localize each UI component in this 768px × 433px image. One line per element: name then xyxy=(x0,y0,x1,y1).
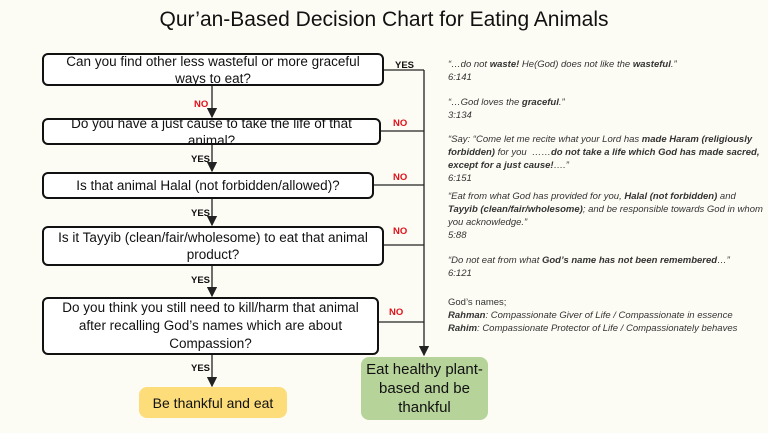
name-rahim: Rahim xyxy=(448,323,478,334)
quote-6-151: “Say: “Come let me recite what your Lord… xyxy=(448,133,766,185)
label-no-just-cause: NO xyxy=(393,118,408,129)
question-compassion: Do you think you still need to kill/harm… xyxy=(42,297,379,355)
quote-text: “…God loves the graceful.” xyxy=(448,97,565,108)
label-no-compassion: NO xyxy=(389,307,404,318)
quote-6-141: “…do not waste! He(God) does not like th… xyxy=(448,58,766,84)
question-halal: Is that animal Halal (not forbidden/allo… xyxy=(42,172,374,199)
question-waste: Can you find other less wasteful or more… xyxy=(42,53,384,86)
name-rahim-desc: : Compassionate Protector of Life / Comp… xyxy=(477,323,738,334)
quote-text: “Say: “Come let me recite what your Lord… xyxy=(448,134,760,171)
quote-text: “Do not eat from what God’s name has not… xyxy=(448,255,730,266)
label-yes-tayyib: YES xyxy=(191,275,211,286)
quote-ref: 6:151 xyxy=(448,173,472,184)
name-rahman-desc: : Compassionate Giver of Life / Compassi… xyxy=(485,310,733,321)
chart-title: Qur’an-Based Decision Chart for Eating A… xyxy=(159,8,609,31)
label-yes-compassion: YES xyxy=(191,363,211,374)
quote-5-88: “Eat from what God has provided for you,… xyxy=(448,190,766,242)
label-no-tayyib: NO xyxy=(393,226,408,237)
quote-text: “Eat from what God has provided for you,… xyxy=(448,191,763,228)
label-yes-halal: YES xyxy=(191,208,211,219)
quote-ref: 3:134 xyxy=(448,110,472,121)
quote-6-121: “Do not eat from what God’s name has not… xyxy=(448,254,766,280)
gods-names-heading: God’s names; xyxy=(448,297,507,308)
outcome-eat: Be thankful and eat xyxy=(139,387,287,418)
label-no-halal: NO xyxy=(393,172,408,183)
label-yes-waste: YES xyxy=(395,60,415,71)
name-rahman: Rahman xyxy=(448,310,486,321)
quote-3-134: “…God loves the graceful.” 3:134 xyxy=(448,96,766,122)
question-just-cause: Do you have a just cause to take the lif… xyxy=(42,116,381,148)
gods-names: God’s names; Rahman: Compassionate Giver… xyxy=(448,296,766,335)
outcome-plant-based: Eat healthy plant-based and be thankful xyxy=(361,357,488,420)
quote-ref: 6:141 xyxy=(448,72,472,83)
question-tayyib: Is it Tayyib (clean/fair/wholesome) to e… xyxy=(42,226,384,266)
quote-text: “…do not waste! He(God) does not like th… xyxy=(448,59,677,70)
label-no-waste: NO xyxy=(194,99,209,110)
label-yes-just-cause: YES xyxy=(191,154,211,165)
quote-ref: 6:121 xyxy=(448,268,472,279)
quote-ref: 5:88 xyxy=(448,230,467,241)
